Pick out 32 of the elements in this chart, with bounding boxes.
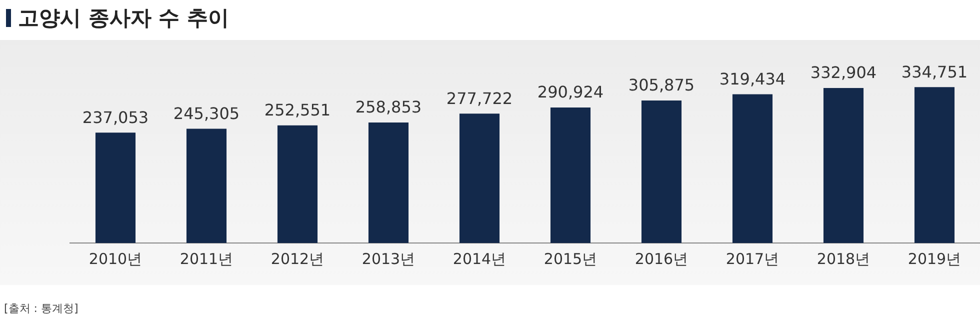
- chart-title: 고양시 종사자 수 추이: [18, 5, 229, 32]
- bar: [914, 87, 955, 243]
- data-label: 252,551: [264, 100, 331, 120]
- x-tick-label: 2016년: [634, 250, 688, 268]
- bar: [95, 132, 136, 243]
- bar: [823, 88, 864, 243]
- data-label: 334,751: [901, 62, 968, 82]
- x-tick-label: 2011년: [180, 250, 234, 268]
- x-tick-label: 2018년: [816, 250, 870, 268]
- x-tick-label: 2019년: [908, 250, 962, 268]
- x-tick-label: 2015년: [544, 250, 598, 268]
- data-label: 237,053: [82, 108, 149, 127]
- x-tick-label: 2014년: [452, 250, 506, 268]
- bar: [459, 114, 500, 243]
- x-tick-label: 2017년: [726, 250, 780, 268]
- bar: [732, 94, 773, 243]
- data-label: 258,853: [355, 98, 422, 117]
- x-tick-label: 2010년: [88, 250, 142, 268]
- data-label: 305,875: [628, 76, 695, 95]
- data-label: 290,924: [537, 82, 604, 102]
- text: [출처 : 통계청]: [4, 301, 78, 316]
- data-label: 319,434: [719, 69, 786, 88]
- bar: [550, 108, 591, 243]
- x-tick-label: 2013년: [362, 250, 416, 268]
- bar: [186, 128, 227, 243]
- bar: [277, 125, 318, 243]
- x-tick-label: 2012년: [270, 250, 324, 268]
- bar: [641, 100, 682, 243]
- bar: [368, 122, 409, 243]
- data-label: 245,305: [173, 104, 240, 123]
- data-label: 277,722: [446, 88, 513, 108]
- data-label: 332,904: [810, 63, 877, 82]
